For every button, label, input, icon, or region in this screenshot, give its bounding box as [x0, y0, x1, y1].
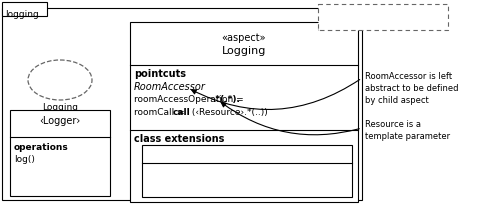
Bar: [142, 145, 352, 197]
Bar: [318, 4, 448, 30]
Bar: [10, 110, 110, 196]
Text: logging: logging: [5, 10, 39, 19]
Bar: [130, 22, 358, 202]
Bar: [2, 8, 362, 200]
Text: after: after: [228, 179, 253, 188]
Text: Logging: Logging: [222, 46, 266, 56]
Text: Logger, Resource: Logger, Resource: [344, 12, 422, 21]
Text: ‹roomAccessOperation› {: ‹roomAccessOperation› {: [146, 179, 261, 188]
Text: log(): log(): [14, 155, 35, 164]
Text: (‹Resource›.*(..)): (‹Resource›.*(..)): [188, 108, 268, 117]
Text: roomAccessOperation =: roomAccessOperation =: [134, 95, 246, 104]
Bar: [2, 2, 47, 16]
Text: call: call: [173, 108, 191, 117]
Text: «aspect»: «aspect»: [222, 33, 266, 43]
Text: Logging: Logging: [42, 103, 78, 112]
Text: roomCall =: roomCall =: [134, 108, 188, 117]
Text: operations: operations: [146, 167, 201, 176]
Text: pointcuts: pointcuts: [134, 69, 186, 79]
Text: RoomAccessor is left
abstract to be defined
by child aspect: RoomAccessor is left abstract to be defi…: [365, 72, 458, 105]
Text: ‹Logger›: ‹Logger›: [40, 116, 80, 126]
Text: Resource is a
template parameter: Resource is a template parameter: [365, 120, 450, 141]
Text: RoomAccessor: RoomAccessor: [134, 82, 206, 92]
Text: (‹roomCall›)} LogData: (‹roomCall›)} LogData: [247, 179, 351, 188]
Text: operations: operations: [14, 143, 69, 152]
Ellipse shape: [28, 60, 92, 100]
Text: ‹RoomAccessor›: ‹RoomAccessor›: [208, 148, 286, 158]
Text: .*(.*).: .*(.*).: [212, 95, 240, 104]
Text: class extensions: class extensions: [134, 134, 224, 144]
